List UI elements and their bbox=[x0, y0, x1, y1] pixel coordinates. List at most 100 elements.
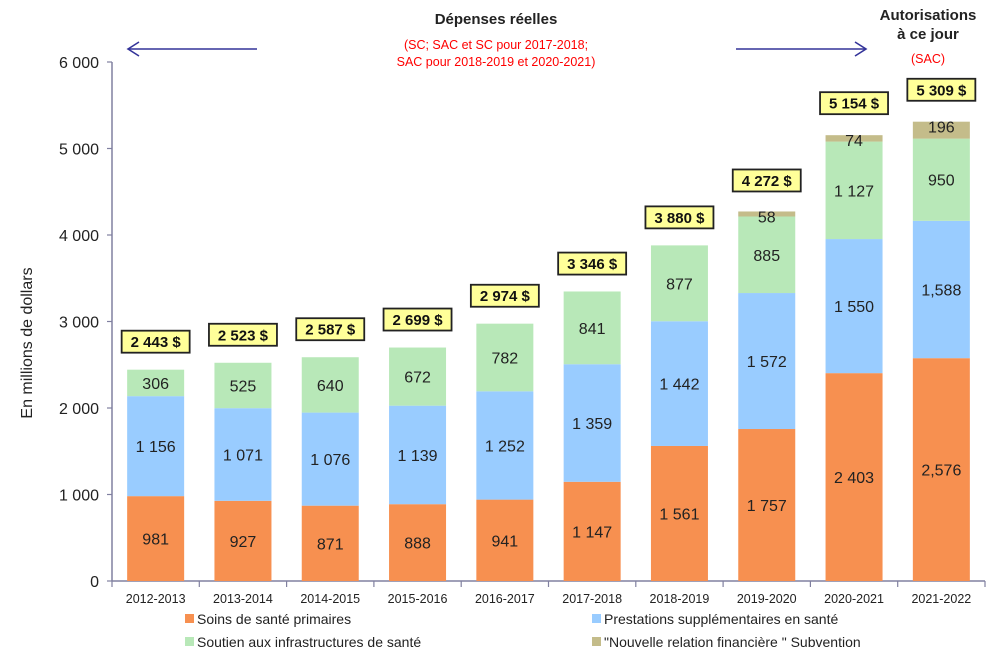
total-label-text: 2 699 $ bbox=[393, 312, 444, 329]
bar-segment bbox=[650, 245, 708, 322]
bar-segment bbox=[825, 135, 883, 142]
total-label-box bbox=[469, 283, 540, 308]
bar-segment bbox=[912, 121, 970, 139]
bar-value-label: 1 071 bbox=[223, 447, 263, 464]
left-arrow-icon bbox=[126, 41, 257, 57]
legend-swatch bbox=[592, 637, 601, 646]
bar-value-label: 2,576 bbox=[921, 463, 961, 480]
legend-item: Prestations supplémentaires en santé bbox=[592, 611, 838, 627]
authorities-title-line1: Autorisations bbox=[880, 7, 977, 24]
bar-stack-2015-2016: 888 1 139 672 bbox=[389, 347, 447, 581]
bar-segment bbox=[214, 362, 272, 409]
bar-value-label: 888 bbox=[404, 536, 431, 553]
bars: 981 1 156 306 927 1 071 525 871 1 076 640 888 1 13… bbox=[127, 120, 970, 581]
legend-swatch bbox=[592, 614, 601, 623]
total-label-text: 4 272 $ bbox=[742, 173, 793, 190]
legend-swatch bbox=[185, 614, 194, 623]
bar-value-label: 1 561 bbox=[659, 506, 699, 523]
bar-value-label: 981 bbox=[142, 532, 169, 549]
x-tick-label: 2013-2014 bbox=[213, 592, 273, 606]
bar-segment bbox=[825, 239, 883, 374]
y-tick-label: 3 000 bbox=[59, 315, 99, 332]
y-tick-label: 1 000 bbox=[59, 488, 99, 505]
bar-stack-2018-2019: 1 561 1 442 877 bbox=[650, 245, 708, 581]
x-tick-label: 2015-2016 bbox=[388, 592, 448, 606]
total-labels: 2 443 $ 2 523 $ 2 587 $ 2 699 $ 2 974 $ 3 346… bbox=[120, 77, 977, 354]
total-label-box bbox=[731, 168, 802, 193]
bar-value-label: 1,588 bbox=[921, 282, 961, 299]
total-label: 3 346 $ bbox=[557, 251, 628, 276]
bar-segment bbox=[301, 412, 359, 506]
bar-value-label: 941 bbox=[491, 533, 518, 550]
bar-segment bbox=[825, 373, 883, 581]
bar-value-label: 782 bbox=[491, 350, 518, 367]
total-label-box bbox=[906, 77, 977, 102]
y-tick-label: 0 bbox=[90, 574, 99, 591]
legend-item: Soutien aux infrastructures de santé bbox=[185, 634, 421, 650]
x-tick-label: 2018-2019 bbox=[650, 592, 710, 606]
total-label-box bbox=[120, 329, 191, 354]
bar-value-label: 1 359 bbox=[572, 416, 612, 433]
bar-segment bbox=[912, 220, 970, 359]
total-label: 2 523 $ bbox=[208, 322, 278, 347]
total-label: 5 154 $ bbox=[819, 91, 889, 116]
x-tick-label: 2019-2020 bbox=[737, 592, 797, 606]
bar-value-label: 1 572 bbox=[747, 354, 787, 371]
total-label-text: 3 880 $ bbox=[654, 210, 705, 227]
y-tick-label: 2 000 bbox=[59, 401, 99, 418]
actual-spending-title: Dépenses réelles bbox=[435, 11, 558, 28]
bar-segment bbox=[301, 505, 359, 581]
legend: Soins de santé primaires Prestations supp… bbox=[185, 611, 861, 650]
total-label-text: 2 443 $ bbox=[131, 334, 182, 351]
bar-value-label: 1 757 bbox=[747, 498, 787, 515]
bar-stack-2012-2013: 981 1 156 306 bbox=[127, 369, 185, 581]
bar-value-label: 885 bbox=[753, 248, 780, 265]
legend-label: Soins de santé primaires bbox=[197, 611, 351, 627]
bar-segment bbox=[912, 358, 970, 581]
total-label: 5 309 $ bbox=[906, 77, 977, 102]
bar-stack-2021-2022: 2,576 1,588 950 196 bbox=[912, 120, 970, 581]
total-label: 2 443 $ bbox=[120, 329, 191, 354]
bar-stack-2017-2018: 1 147 1 359 841 bbox=[563, 291, 621, 581]
bar-value-label: 58 bbox=[758, 209, 776, 226]
x-tick-label: 2017-2018 bbox=[562, 592, 622, 606]
x-tick-label: 2014-2015 bbox=[300, 592, 360, 606]
bar-value-label: 306 bbox=[142, 376, 169, 393]
actual-spending-note-line1: (SC; SAC et SC pour 2017-2018; bbox=[404, 38, 588, 52]
bar-segment bbox=[738, 211, 796, 217]
bar-value-label: 2 403 bbox=[834, 470, 874, 487]
total-label-text: 5 309 $ bbox=[916, 82, 967, 99]
legend-item: "Nouvelle relation financière " Subventi… bbox=[592, 634, 861, 650]
bar-stack-2014-2015: 871 1 076 640 bbox=[301, 357, 359, 581]
y-tick-label: 5 000 bbox=[59, 142, 99, 159]
x-tick-label: 2012-2013 bbox=[126, 592, 186, 606]
authorities-title-line2: à ce jour bbox=[897, 26, 959, 43]
x-axis: 2012-2013 2013-2014 2014-2015 2015-2016 2016… bbox=[111, 580, 986, 606]
total-label: 3 880 $ bbox=[644, 205, 715, 230]
total-label-box bbox=[382, 307, 453, 332]
bar-segment bbox=[563, 291, 621, 365]
bar-stack-2019-2020: 1 757 1 572 885 58 bbox=[738, 209, 796, 581]
total-label-box bbox=[208, 322, 278, 347]
bar-value-label: 871 bbox=[317, 536, 344, 553]
bar-value-label: 1 550 bbox=[834, 299, 874, 316]
x-tick-label: 2020-2021 bbox=[824, 592, 884, 606]
bar-stack-2013-2014: 927 1 071 525 bbox=[214, 362, 272, 581]
bar-stack-2020-2021: 2 403 1 550 1 127 74 bbox=[825, 133, 883, 581]
bar-value-label: 1 147 bbox=[572, 524, 612, 541]
bar-segment bbox=[389, 405, 447, 505]
bar-segment bbox=[127, 369, 185, 397]
bar-segment bbox=[214, 500, 272, 581]
bar-value-label: 1 442 bbox=[659, 377, 699, 394]
total-label-box bbox=[295, 317, 366, 342]
bar-segment bbox=[738, 429, 796, 581]
total-label-text: 5 154 $ bbox=[829, 96, 880, 113]
authorities-note: (SAC) bbox=[911, 52, 945, 66]
y-tick-label: 4 000 bbox=[59, 228, 99, 245]
y-tick-label: 6 000 bbox=[59, 55, 99, 72]
x-tick-label: 2016-2017 bbox=[475, 592, 535, 606]
total-label-box bbox=[819, 91, 889, 116]
bar-segment bbox=[650, 445, 708, 581]
bar-segment bbox=[738, 293, 796, 430]
